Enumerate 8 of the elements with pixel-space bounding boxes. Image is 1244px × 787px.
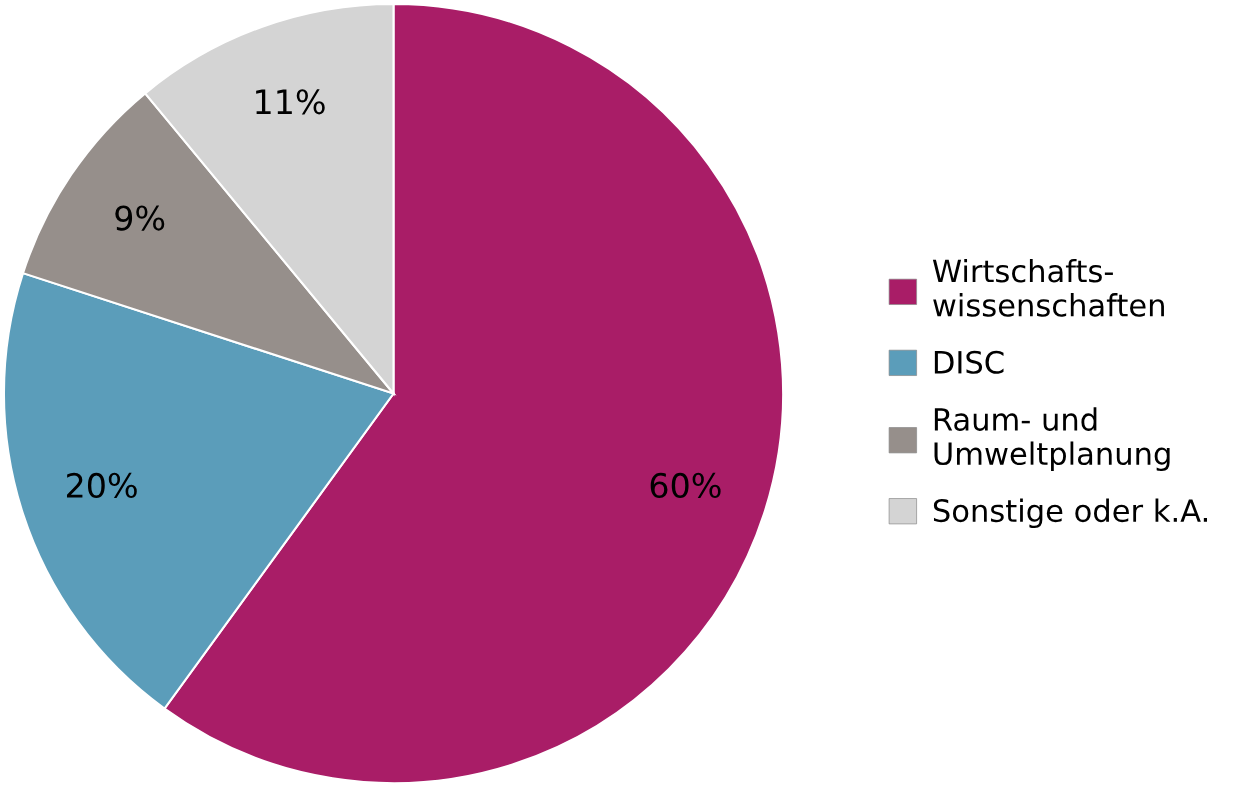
data-label: 20% (66, 472, 137, 499)
legend-label: Raum- und Umweltplanung (934, 407, 1170, 472)
legend-label: Wirtschafts- wissenschaften (932, 258, 1164, 317)
data-label: 11% (256, 89, 325, 115)
data-label: 60% (650, 472, 721, 499)
legend-label: DISC (934, 350, 1004, 374)
legend-label: Sonstige oder k.A. (933, 498, 1207, 529)
data-label: 9% (115, 205, 165, 231)
